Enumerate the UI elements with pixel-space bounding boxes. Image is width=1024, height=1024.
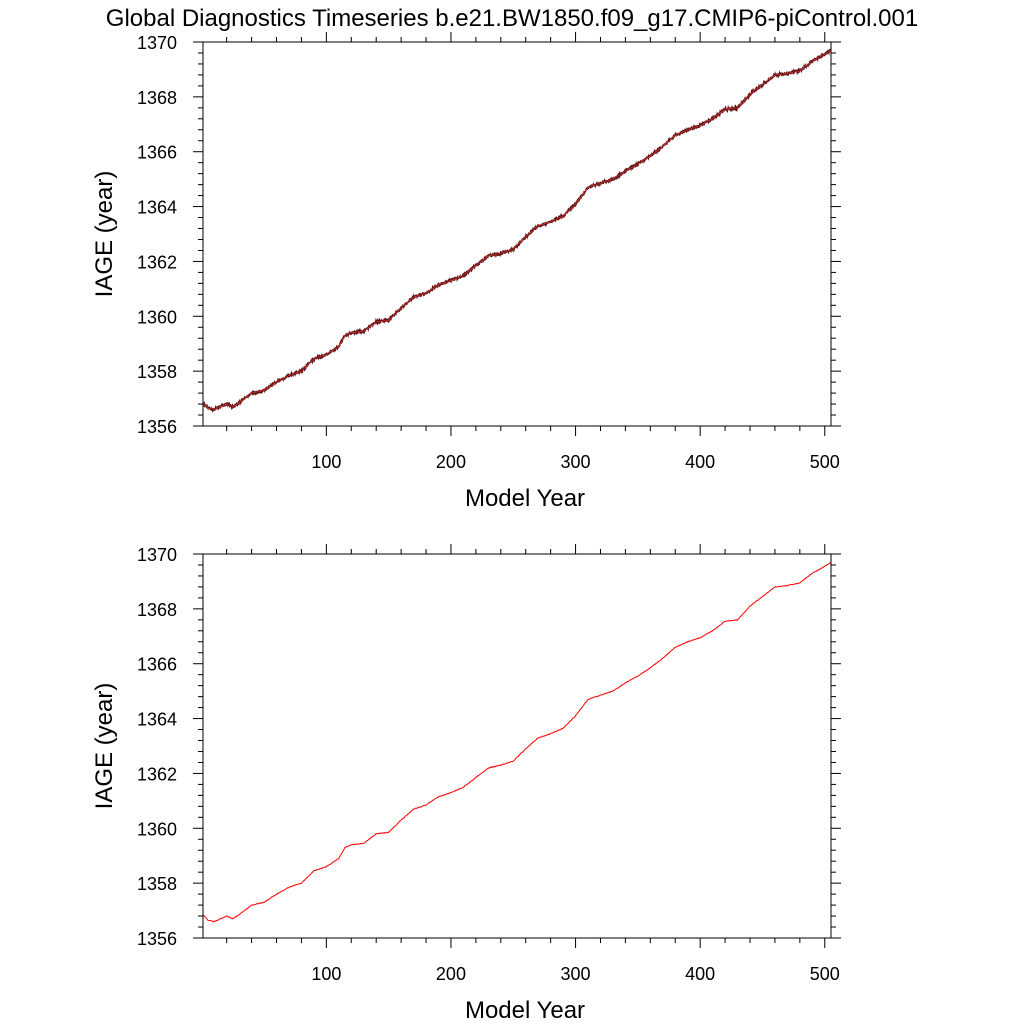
panel-bottom: 100 200 300 400 500 1356 1358 1360 1362 1364 1366 1…: [91, 544, 841, 1024]
x-axis-label: Model Year: [465, 485, 585, 512]
x-tick-label: 500: [810, 452, 840, 472]
series-line: [203, 48, 831, 413]
y-tick-label: 1366: [137, 143, 177, 163]
y-axis-label: IAGE (year): [91, 171, 118, 298]
x-tick-label: 400: [685, 452, 715, 472]
y-tick-label: 1364: [137, 710, 177, 730]
y-tick-label: 1360: [137, 307, 177, 327]
x-axis-label: Model Year: [465, 997, 585, 1024]
plot-frame: [202, 41, 832, 427]
y-tick-label: 1356: [137, 417, 177, 437]
y-tick-label: 1368: [137, 600, 177, 620]
x-tick-label: 100: [311, 964, 341, 984]
y-tick-label: 1360: [137, 819, 177, 839]
plot-frame: [202, 553, 832, 939]
y-tick-label: 1370: [137, 33, 177, 53]
y-tick-label: 1362: [137, 764, 177, 784]
y-tick-label: 1362: [137, 252, 177, 272]
y-tick-label: 1364: [137, 198, 177, 218]
panel-top: 100 200 300 400 500 1356 1358 1360 1362 1364 1366 1…: [91, 32, 841, 512]
y-tick-label: 1368: [137, 88, 177, 108]
x-tick-label: 200: [436, 964, 466, 984]
x-tick-label: 100: [311, 452, 341, 472]
x-tick-label: 400: [685, 964, 715, 984]
y-tick-label: 1358: [137, 362, 177, 382]
y-axis-label: IAGE (year): [91, 683, 118, 810]
y-tick-label: 1358: [137, 874, 177, 894]
y-tick-label: 1356: [137, 929, 177, 949]
x-tick-label: 300: [561, 964, 591, 984]
figure-title: Global Diagnostics Timeseries b.e21.BW18…: [106, 5, 918, 32]
x-tick-label: 200: [436, 452, 466, 472]
series-smoothed-line: [203, 49, 831, 410]
x-tick-label: 500: [810, 964, 840, 984]
series-line: [203, 561, 831, 923]
y-tick-label: 1370: [137, 545, 177, 565]
y-tick-label: 1366: [137, 655, 177, 675]
x-tick-label: 300: [561, 452, 591, 472]
